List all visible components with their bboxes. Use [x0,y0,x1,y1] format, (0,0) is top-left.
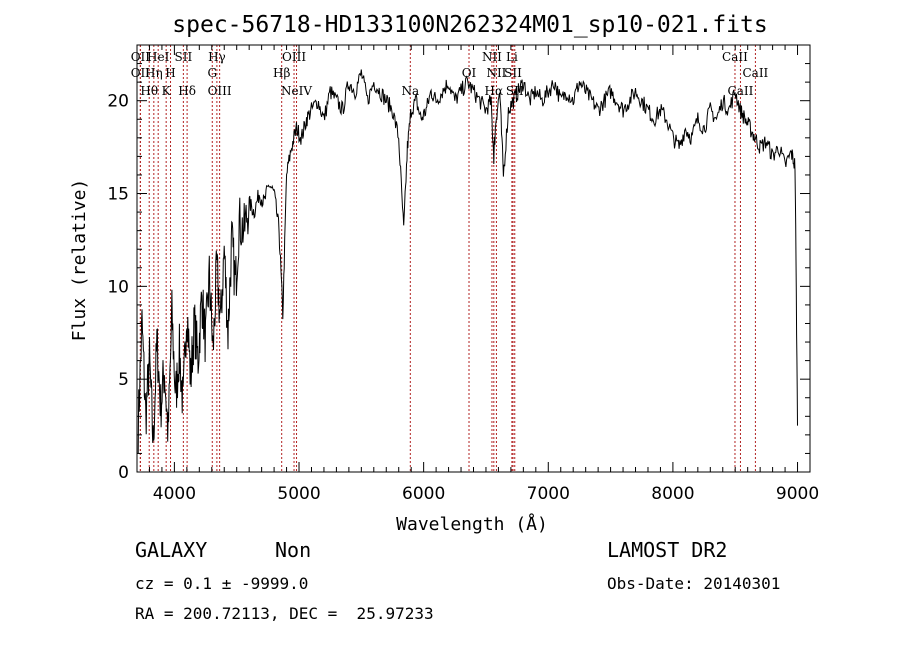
marker-label-oi: OI [462,66,477,80]
marker-label-caii: CaII [742,66,768,80]
x-axis-ticks: 4000 5000 6000 7000 8000 9000 [148,45,819,504]
marker-label-sii: SII [504,66,522,80]
y-tick-label: 20 [107,92,129,112]
radec-line: RA = 200.72113, DEC = 25.97233 [135,604,434,623]
marker-label-caii: CaII [728,84,754,98]
marker-label-oii: OII [131,66,151,80]
class-label: GALAXY [135,538,208,562]
marker-label-oii: OII [131,50,151,64]
redshift-line: cz = 0.1 ± -9999.0 [135,574,309,593]
marker-label-hei: HeI [147,50,170,64]
x-axis-label: Wavelength (Å) [396,513,548,535]
marker-label-li: Li [506,50,518,64]
marker-label-hα: Hα [485,84,504,98]
marker-label-na: Na [401,84,419,98]
marker-label-h: H [165,66,175,80]
marker-label-sii: SII [175,50,193,64]
emission-line-markers [139,45,756,472]
y-axis-label: Flux (relative) [69,179,90,342]
survey-label: LAMOST DR2 [607,538,728,562]
marker-label-oiii: OIII [282,50,306,64]
x-tick-label: 9000 [776,484,819,504]
marker-label-hη: Hη [145,66,163,80]
x-tick-label: 4000 [153,484,196,504]
marker-label-k: K [162,84,172,98]
marker-label-hδ: Hδ [178,84,196,98]
y-tick-label: 0 [118,463,129,483]
plot-frame [136,44,811,473]
subclass-label: Non [275,538,312,562]
marker-label-nii: NII [486,66,506,80]
y-axis-ticks: 0 5 10 15 20 [107,44,810,483]
x-tick-label: 7000 [527,484,570,504]
chart-title: spec-56718-HD133100N262324M01_sp10-021.f… [172,12,767,38]
marker-label-caii: CaII [722,50,748,64]
marker-label-nii: NII [482,50,502,64]
marker-label-neiv: NeIV [281,84,312,98]
marker-label-g: G [207,66,217,80]
x-tick-label: 6000 [402,484,445,504]
marker-label-oiii: OIII [208,84,232,98]
y-tick-label: 10 [107,277,129,297]
marker-label-hγ: Hγ [208,50,226,64]
marker-label-hβ: Hβ [273,66,290,80]
x-tick-label: 5000 [277,484,320,504]
marker-label-hθ: Hθ [140,84,158,98]
spectrum-series-line [137,69,798,454]
y-tick-label: 5 [118,370,129,390]
y-tick-label: 15 [107,185,129,205]
x-tick-label: 8000 [651,484,694,504]
obs-date-line: Obs-Date: 20140301 [607,574,781,593]
